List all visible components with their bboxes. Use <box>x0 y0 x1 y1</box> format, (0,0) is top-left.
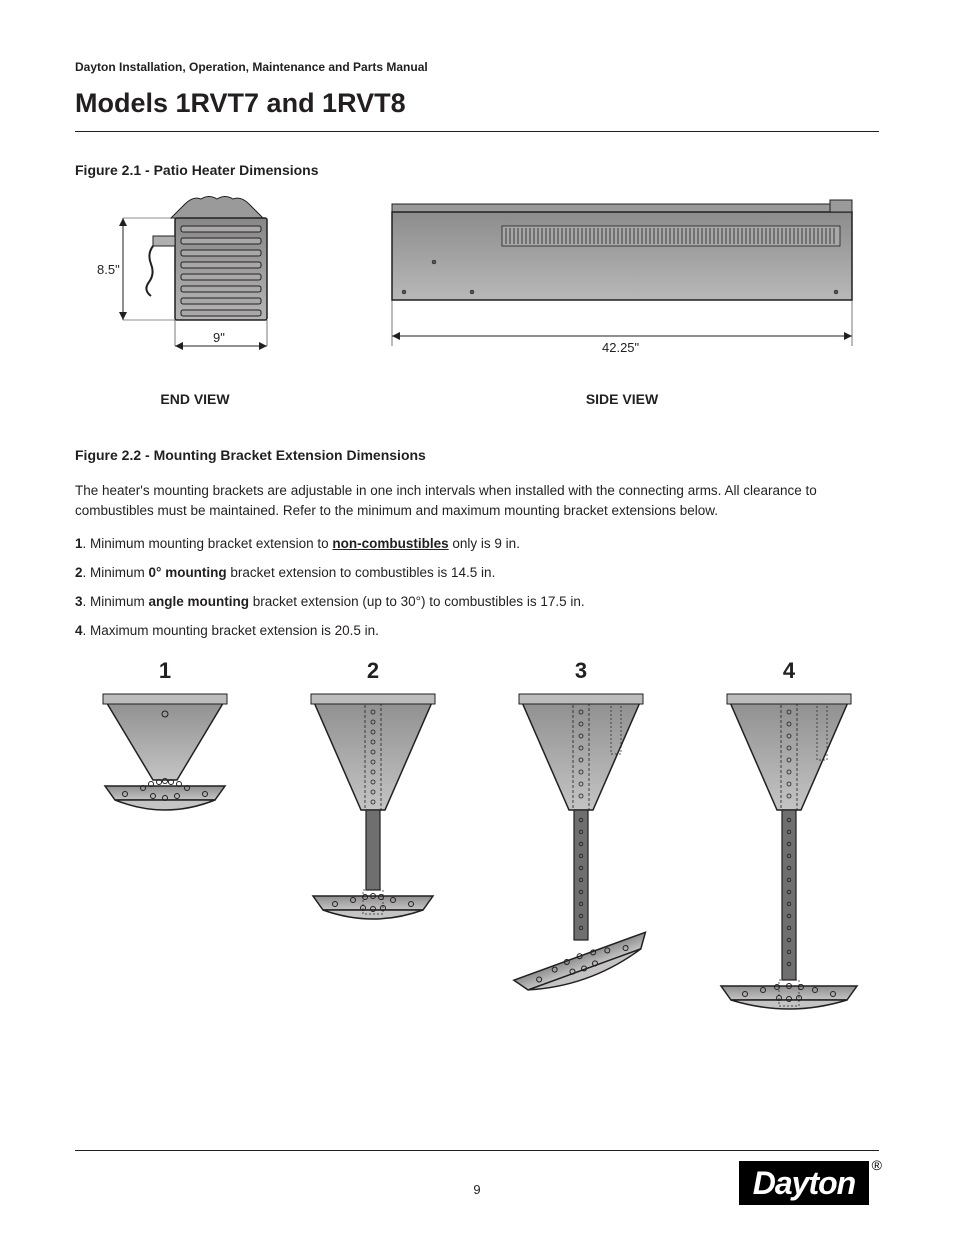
bracket-1-label: 1 <box>75 658 255 684</box>
length-dim: 42.25" <box>602 340 640 355</box>
item-pre: . Minimum <box>83 565 149 580</box>
figure-2-2-intro: The heater's mounting brackets are adjus… <box>75 481 879 520</box>
footer-rule <box>75 1150 879 1151</box>
bracket-1-diagram <box>85 690 245 850</box>
end-view-diagram: 8.5" 9" <box>75 196 315 376</box>
figure-2-1: 8.5" 9" END VIEW <box>75 196 879 407</box>
side-view-column: 42.25" SIDE VIEW <box>365 196 879 407</box>
item-post: bracket extension (up to 30°) to combust… <box>249 594 585 609</box>
bracket-4: 4 <box>699 658 879 1035</box>
figure-2-1-title: Figure 2.1 - Patio Heater Dimensions <box>75 162 879 178</box>
item-post: bracket extension to combustibles is 14.… <box>227 565 496 580</box>
bracket-3-diagram <box>491 690 671 1010</box>
figure-2-2-title: Figure 2.2 - Mounting Bracket Extension … <box>75 447 879 463</box>
item-num: 1 <box>75 536 83 551</box>
bracket-4-label: 4 <box>699 658 879 684</box>
item-bold: non-combustibles <box>332 536 448 551</box>
bracket-4-diagram <box>709 690 869 1030</box>
page-title: Models 1RVT7 and 1RVT8 <box>75 88 879 119</box>
title-rule <box>75 131 879 132</box>
list-item-1: 1. Minimum mounting bracket extension to… <box>75 536 879 551</box>
width-dim: 9" <box>213 330 225 345</box>
end-view-label: END VIEW <box>75 391 315 407</box>
item-num: 4 <box>75 623 83 638</box>
list-item-2: 2. Minimum 0° mounting bracket extension… <box>75 565 879 580</box>
end-view-column: 8.5" 9" END VIEW <box>75 196 315 407</box>
item-bold: 0° mounting <box>149 565 227 580</box>
dayton-logo: Dayton ® <box>739 1161 879 1209</box>
bracket-2-diagram <box>293 690 453 950</box>
item-post: only is 9 in. <box>449 536 520 551</box>
height-dim: 8.5" <box>97 262 120 277</box>
bracket-3: 3 <box>491 658 671 1035</box>
item-pre: . Maximum mounting bracket extension is … <box>83 623 379 638</box>
bracket-1: 1 <box>75 658 255 1035</box>
item-pre: . Minimum <box>83 594 149 609</box>
bracket-2-label: 2 <box>283 658 463 684</box>
registered-mark: ® <box>872 1157 881 1173</box>
item-pre: . Minimum mounting bracket extension to <box>83 536 333 551</box>
list-item-4: 4. Maximum mounting bracket extension is… <box>75 623 879 638</box>
manual-header: Dayton Installation, Operation, Maintena… <box>75 60 879 74</box>
bracket-3-label: 3 <box>491 658 671 684</box>
bracket-diagrams-row: 1 2 <box>75 658 879 1035</box>
item-bold: angle mounting <box>149 594 250 609</box>
logo-text: Dayton <box>753 1165 855 1202</box>
side-view-label: SIDE VIEW <box>365 391 879 407</box>
list-item-3: 3. Minimum angle mounting bracket extens… <box>75 594 879 609</box>
side-view-diagram: 42.25" <box>382 196 862 376</box>
bracket-2: 2 <box>283 658 463 1035</box>
item-num: 2 <box>75 565 83 580</box>
item-num: 3 <box>75 594 83 609</box>
